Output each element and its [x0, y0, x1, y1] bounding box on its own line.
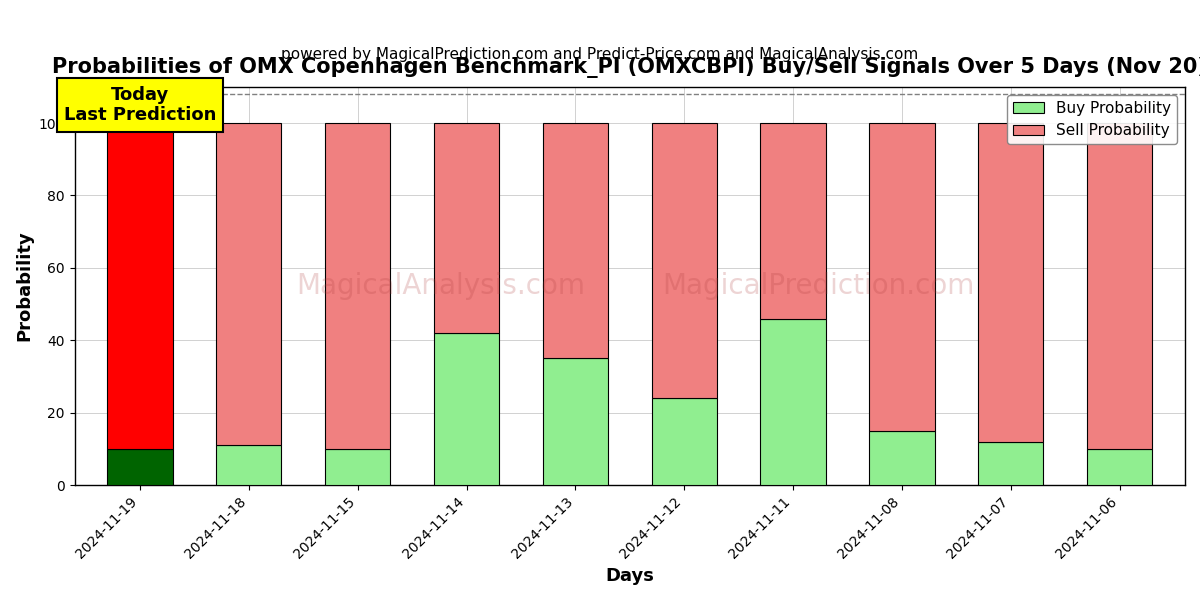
Bar: [978, 123, 1044, 442]
Bar: [978, 442, 1044, 485]
Bar: [652, 398, 716, 485]
Text: powered by MagicalPrediction.com and Predict-Price.com and MagicalAnalysis.com: powered by MagicalPrediction.com and Pre…: [281, 46, 919, 61]
Bar: [869, 431, 935, 485]
Bar: [1087, 123, 1152, 449]
Bar: [434, 123, 499, 333]
Bar: [652, 123, 716, 398]
Bar: [434, 333, 499, 485]
Bar: [761, 123, 826, 319]
Bar: [216, 123, 282, 445]
Bar: [1087, 449, 1152, 485]
Y-axis label: Probability: Probability: [16, 230, 34, 341]
Bar: [325, 123, 390, 449]
X-axis label: Days: Days: [605, 567, 654, 585]
Bar: [216, 445, 282, 485]
Text: Today
Last Prediction: Today Last Prediction: [64, 86, 216, 124]
Text: MagicalPrediction.com: MagicalPrediction.com: [662, 272, 974, 300]
Bar: [107, 123, 173, 449]
Title: Probabilities of OMX Copenhagen Benchmark_PI (OMXCBPI) Buy/Sell Signals Over 5 D: Probabilities of OMX Copenhagen Benchmar…: [53, 57, 1200, 78]
Bar: [542, 358, 608, 485]
Bar: [761, 319, 826, 485]
Bar: [107, 449, 173, 485]
Text: MagicalAnalysis.com: MagicalAnalysis.com: [296, 272, 586, 300]
Bar: [325, 449, 390, 485]
Bar: [869, 123, 935, 431]
Bar: [542, 123, 608, 358]
Legend: Buy Probability, Sell Probability: Buy Probability, Sell Probability: [1007, 95, 1177, 145]
